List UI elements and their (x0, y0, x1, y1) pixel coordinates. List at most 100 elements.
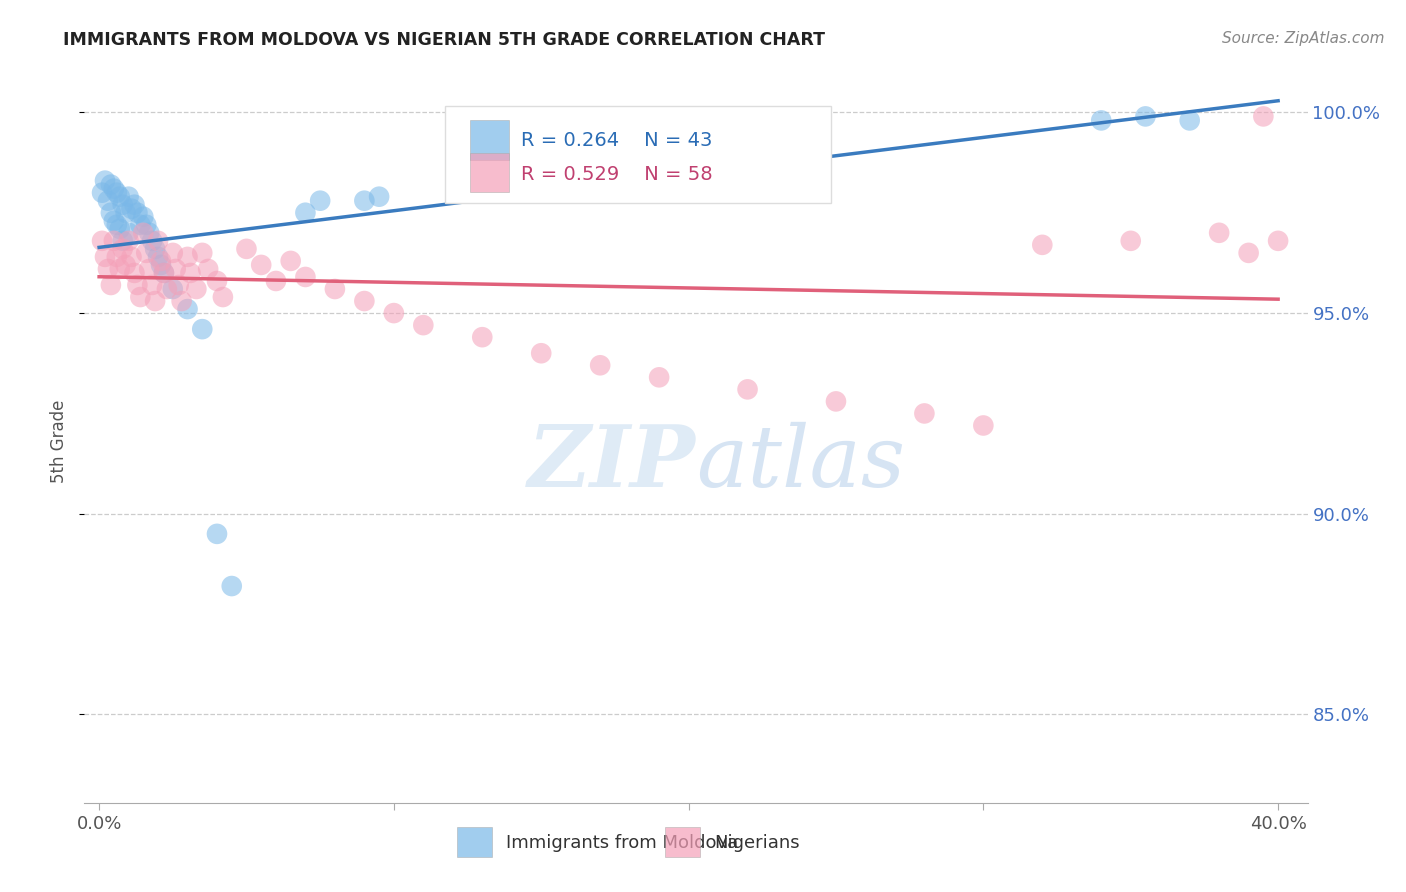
Point (129, 290, 152, 304)
Bar (457, 827, 492, 857)
Point (176, 302, 198, 317)
Point (91, 186, 114, 200)
Point (280, 254, 302, 268)
Point (766, 113, 789, 128)
Point (143, 242, 166, 256)
Point (1119, 234, 1142, 248)
Point (309, 194, 332, 208)
Point (176, 250, 198, 264)
Point (100, 206, 122, 220)
Point (108, 262, 131, 277)
Point (91, 234, 114, 248)
Point (167, 278, 190, 293)
Point (105, 186, 128, 200)
Point (114, 258, 136, 272)
Point (117, 226, 139, 240)
Point (648, 370, 671, 384)
Point (141, 278, 163, 293)
Bar (470, 153, 509, 193)
Point (1237, 246, 1260, 260)
Point (212, 290, 235, 304)
Point (138, 226, 160, 240)
Point (100, 278, 122, 293)
Point (1253, 110, 1275, 124)
Point (264, 274, 287, 288)
Point (138, 262, 160, 277)
Point (972, 418, 994, 433)
Point (197, 262, 219, 277)
Bar (665, 827, 700, 857)
Point (153, 266, 176, 280)
Point (132, 226, 155, 240)
Text: R = 0.529    N = 58: R = 0.529 N = 58 (522, 165, 713, 184)
Point (186, 282, 208, 296)
Point (105, 250, 128, 264)
Point (135, 246, 157, 260)
Point (94, 250, 117, 264)
Point (156, 282, 179, 296)
Point (471, 330, 494, 344)
Point (191, 322, 214, 336)
Point (179, 266, 201, 280)
Point (205, 526, 228, 541)
Point (150, 254, 173, 268)
Point (353, 194, 375, 208)
Point (1208, 226, 1230, 240)
Point (132, 210, 155, 224)
Point (353, 294, 375, 309)
Point (103, 214, 125, 228)
Point (143, 294, 166, 309)
Point (162, 246, 184, 260)
FancyBboxPatch shape (446, 105, 831, 203)
Point (170, 294, 193, 309)
Point (135, 218, 157, 232)
Point (111, 198, 134, 212)
Point (127, 206, 149, 220)
Point (103, 234, 125, 248)
Point (127, 278, 149, 293)
Point (165, 262, 187, 277)
Text: Nigerians: Nigerians (714, 833, 800, 852)
Point (117, 190, 139, 204)
Point (124, 266, 146, 280)
Point (589, 358, 612, 372)
Point (97, 262, 120, 277)
Point (796, 118, 818, 132)
Point (1135, 110, 1157, 124)
Point (162, 282, 184, 296)
Point (221, 579, 243, 593)
Point (146, 250, 169, 264)
Point (912, 407, 935, 421)
Point (100, 178, 122, 192)
Point (1090, 113, 1112, 128)
Text: IMMIGRANTS FROM MOLDOVA VS NIGERIAN 5TH GRADE CORRELATION CHART: IMMIGRANTS FROM MOLDOVA VS NIGERIAN 5TH … (63, 31, 825, 49)
Point (117, 234, 139, 248)
Point (108, 190, 131, 204)
Point (250, 258, 273, 272)
Text: Immigrants from Moldova: Immigrants from Moldova (506, 833, 738, 852)
Point (111, 234, 134, 248)
Point (103, 182, 125, 196)
Text: R = 0.264    N = 43: R = 0.264 N = 43 (522, 131, 713, 150)
Point (368, 190, 391, 204)
Point (323, 282, 346, 296)
Y-axis label: 5th Grade: 5th Grade (49, 400, 67, 483)
Point (294, 206, 316, 220)
Point (235, 242, 257, 256)
Point (530, 346, 553, 360)
Point (94, 174, 117, 188)
Point (150, 258, 173, 272)
Text: atlas: atlas (696, 422, 905, 505)
Point (114, 206, 136, 220)
Point (191, 246, 214, 260)
Text: Source: ZipAtlas.com: Source: ZipAtlas.com (1222, 31, 1385, 46)
Point (121, 250, 143, 264)
Point (412, 318, 434, 333)
Point (382, 306, 405, 320)
Point (1031, 238, 1053, 252)
Point (205, 274, 228, 288)
Text: ZIP: ZIP (529, 421, 696, 505)
Point (108, 222, 131, 236)
Point (825, 394, 848, 409)
Point (1178, 113, 1201, 128)
